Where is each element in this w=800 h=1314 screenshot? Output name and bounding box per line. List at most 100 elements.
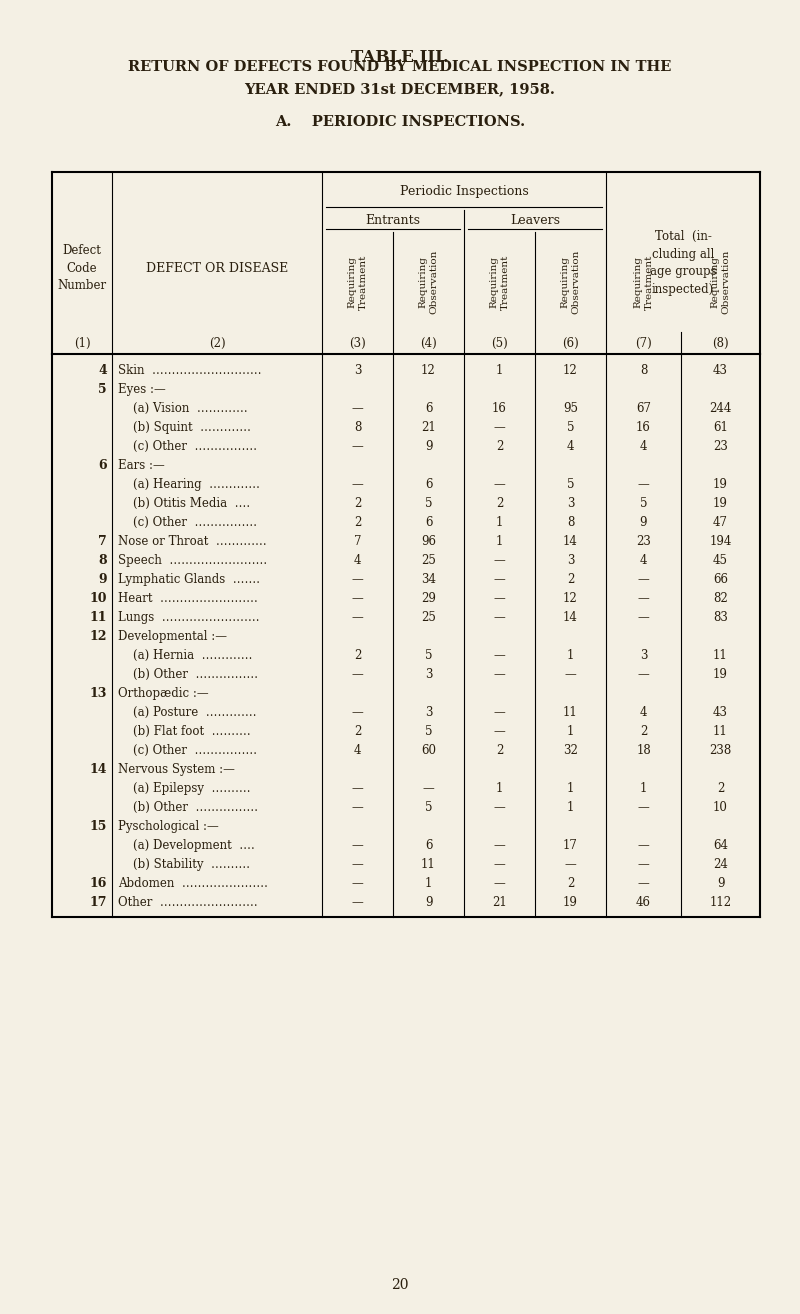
Text: 15: 15 [90,820,107,833]
Text: Leavers: Leavers [510,214,560,227]
Text: 2: 2 [717,782,724,795]
Text: (a) Hernia  ………….: (a) Hernia …………. [118,649,252,662]
Text: —: — [494,802,506,813]
Text: Requiring
Treatment: Requiring Treatment [347,255,367,310]
Text: 2: 2 [354,649,361,662]
Text: 5: 5 [640,497,647,510]
Text: 4: 4 [98,364,107,377]
Text: 66: 66 [713,573,728,586]
Text: 112: 112 [710,896,731,909]
Text: Requiring
Treatment: Requiring Treatment [490,255,510,310]
Text: (b) Other  …………….: (b) Other ……………. [118,802,258,813]
Text: (b) Other  …………….: (b) Other ……………. [118,668,258,681]
Text: 1: 1 [567,725,574,738]
Text: —: — [494,573,506,586]
Text: Other  …………………….: Other ……………………. [118,896,258,909]
Text: Nose or Throat  ………….: Nose or Throat …………. [118,535,266,548]
Text: TABLE III.: TABLE III. [351,50,449,67]
Text: Requiring
Observation: Requiring Observation [418,250,438,314]
Text: —: — [352,802,363,813]
Text: 17: 17 [563,840,578,851]
Text: —: — [638,858,650,871]
Text: 2: 2 [567,876,574,890]
Text: Requiring
Treatment: Requiring Treatment [634,255,654,310]
Text: 23: 23 [713,440,728,453]
Text: 244: 244 [710,402,732,415]
Text: —: — [494,478,506,491]
Text: 24: 24 [713,858,728,871]
Text: Entrants: Entrants [366,214,421,227]
Text: 19: 19 [713,497,728,510]
Text: —: — [352,782,363,795]
Text: 21: 21 [421,420,436,434]
Text: 5: 5 [425,725,432,738]
Text: Requiring
Observation: Requiring Observation [710,250,730,314]
Text: 11: 11 [90,611,107,624]
Text: 13: 13 [90,687,107,700]
Text: 25: 25 [421,611,436,624]
Text: 6: 6 [98,459,107,472]
Text: 14: 14 [563,611,578,624]
Text: 1: 1 [425,876,432,890]
Text: Eyes :—: Eyes :— [118,382,166,396]
Text: Requiring
Observation: Requiring Observation [561,250,581,314]
Text: 2: 2 [640,725,647,738]
Text: (c) Other  …………….: (c) Other ……………. [118,744,257,757]
Text: 12: 12 [90,629,107,643]
Text: 19: 19 [713,668,728,681]
Text: —: — [494,858,506,871]
Text: 2: 2 [354,725,361,738]
Text: 5: 5 [425,497,432,510]
Text: (a) Hearing  ………….: (a) Hearing …………. [118,478,260,491]
Text: 67: 67 [636,402,651,415]
Text: Ears :—: Ears :— [118,459,165,472]
Text: 46: 46 [636,896,651,909]
Text: 2: 2 [354,516,361,530]
Text: Developmental :—: Developmental :— [118,629,227,643]
Text: 1: 1 [496,516,503,530]
Text: Total  (in-
cluding all
age groups
inspected): Total (in- cluding all age groups inspec… [650,230,716,296]
Text: (b) Otitis Media  ….: (b) Otitis Media …. [118,497,250,510]
Text: 25: 25 [421,555,436,568]
Text: Lymphatic Glands  …….: Lymphatic Glands ……. [118,573,260,586]
Text: 2: 2 [496,497,503,510]
Text: 9: 9 [98,573,107,586]
Text: Defect
Code
Number: Defect Code Number [58,244,106,292]
Text: —: — [494,649,506,662]
Text: 2: 2 [567,573,574,586]
Text: —: — [565,668,576,681]
Text: 20: 20 [391,1279,409,1292]
Text: DEFECT OR DISEASE: DEFECT OR DISEASE [146,261,288,275]
Text: 6: 6 [425,516,432,530]
Text: 82: 82 [713,593,728,604]
Text: —: — [638,593,650,604]
Text: Orthopædic :—: Orthopædic :— [118,687,209,700]
Text: 45: 45 [713,555,728,568]
Text: 47: 47 [713,516,728,530]
Text: —: — [638,611,650,624]
Text: 16: 16 [492,402,507,415]
Text: 8: 8 [354,420,361,434]
Text: —: — [352,573,363,586]
Text: 96: 96 [421,535,436,548]
Text: —: — [494,668,506,681]
Text: 23: 23 [636,535,651,548]
Text: 6: 6 [425,840,432,851]
Text: Pyschological :—: Pyschological :— [118,820,218,833]
Text: 14: 14 [90,763,107,777]
Text: (5): (5) [491,336,508,350]
Text: 19: 19 [713,478,728,491]
Text: 7: 7 [98,535,107,548]
Text: Lungs  …………………….: Lungs ……………………. [118,611,259,624]
Text: 6: 6 [425,402,432,415]
Text: (c) Other  …………….: (c) Other ……………. [118,440,257,453]
Text: 2: 2 [354,497,361,510]
Text: 60: 60 [421,744,436,757]
Text: (a) Epilepsy  ……….: (a) Epilepsy ………. [118,782,250,795]
Text: (4): (4) [420,336,437,350]
Text: 11: 11 [421,858,436,871]
Text: 9: 9 [640,516,647,530]
Text: 18: 18 [636,744,651,757]
Text: —: — [638,802,650,813]
Text: Nervous System :—: Nervous System :— [118,763,235,777]
